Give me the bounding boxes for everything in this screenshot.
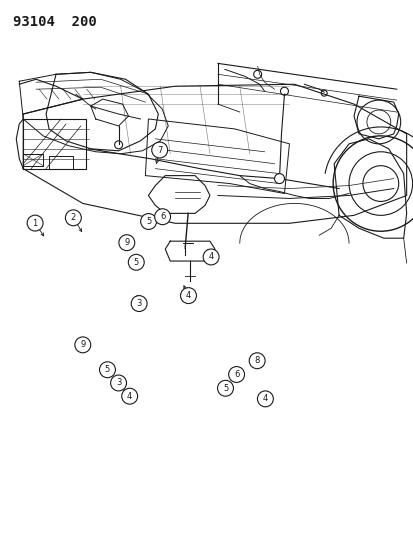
Text: 7: 7 (157, 146, 162, 155)
Circle shape (257, 391, 273, 407)
Circle shape (154, 209, 170, 225)
Circle shape (180, 288, 196, 304)
Circle shape (274, 174, 284, 183)
Text: 6: 6 (233, 370, 239, 379)
Text: 5: 5 (133, 258, 138, 266)
Circle shape (119, 235, 135, 251)
Circle shape (140, 214, 156, 229)
Circle shape (152, 142, 167, 158)
Circle shape (249, 353, 264, 369)
Text: 8: 8 (254, 356, 259, 365)
Circle shape (217, 381, 233, 396)
Text: 93104  200: 93104 200 (13, 15, 97, 29)
Text: 9: 9 (124, 238, 129, 247)
Text: 2: 2 (71, 213, 76, 222)
Circle shape (110, 375, 126, 391)
Circle shape (131, 296, 147, 311)
Circle shape (228, 367, 244, 383)
Text: 4: 4 (185, 291, 191, 300)
Text: 5: 5 (104, 365, 110, 374)
Text: 5: 5 (222, 384, 228, 393)
Text: 3: 3 (136, 299, 142, 308)
Circle shape (27, 215, 43, 231)
Text: 1: 1 (32, 219, 38, 228)
Circle shape (99, 362, 115, 378)
Text: 9: 9 (80, 341, 85, 349)
Circle shape (75, 337, 90, 353)
Text: 4: 4 (208, 253, 213, 262)
Circle shape (128, 254, 144, 270)
Text: 3: 3 (116, 378, 121, 387)
Text: 4: 4 (262, 394, 267, 403)
Text: 6: 6 (159, 212, 165, 221)
Circle shape (121, 388, 137, 404)
Text: 4: 4 (127, 392, 132, 401)
Text: 5: 5 (146, 217, 151, 226)
Circle shape (65, 210, 81, 226)
Circle shape (203, 249, 218, 265)
